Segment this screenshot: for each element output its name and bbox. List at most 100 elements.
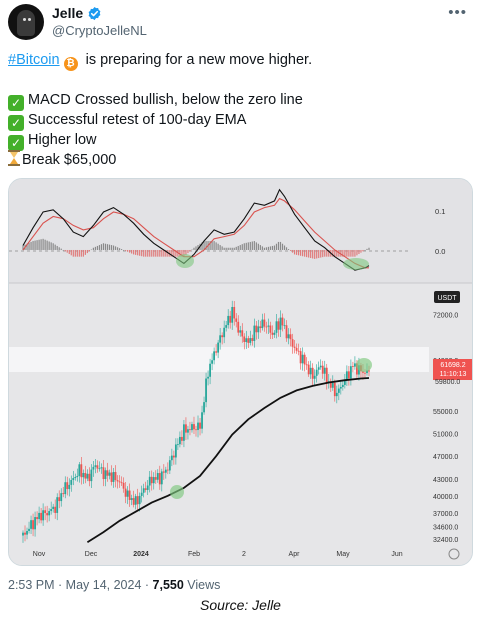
histogram-bar [163,249,165,257]
bitcoin-chart: 0.1 0.0 USDT 72000.064000.055000.051000.… [9,179,472,565]
candle-body [368,370,370,372]
histogram-bar [185,249,187,255]
histogram-bar [368,247,370,250]
histogram-bar [253,241,255,250]
candle-body [267,325,270,327]
candle-body [341,384,344,387]
candle-body [74,477,77,479]
time-tick-label: Feb [188,551,200,558]
histogram-bar [161,249,163,257]
candle-body [102,467,105,480]
current-price-text: 61698.2 [440,362,465,369]
histogram-bar [98,245,101,250]
histogram-bar [193,247,195,250]
histogram-bar [181,249,183,257]
histogram-bar [279,241,282,250]
blank-line [8,70,473,90]
candle-body [319,365,322,368]
meta-separator: · [141,578,153,592]
candle-body [237,321,240,333]
check-mark-icon: ✓ [8,115,24,131]
candle-body [253,325,256,341]
candle-body [86,473,89,479]
more-options-icon[interactable]: ••• [448,4,467,21]
tweet-date[interactable]: May 14, 2024 [65,578,142,592]
candle-body [168,460,171,471]
histogram-bar [275,243,278,250]
candle-body [179,436,181,445]
avatar[interactable] [8,4,44,40]
candle-body [189,429,191,431]
meta-separator: · [54,578,66,592]
candle-body [275,321,278,333]
histogram-bar [96,245,99,250]
candle-body [263,319,266,327]
higher-low-highlight-1 [170,485,184,499]
histogram-bar [114,246,117,250]
candle-body [329,381,332,388]
histogram-bar [122,249,125,251]
author-handle[interactable]: @CryptoJelleNL [52,23,147,38]
author-display-name[interactable]: Jelle [52,5,84,21]
candle-body [271,332,274,335]
histogram-bar [58,247,60,250]
candle-body [299,351,302,364]
source-caption: Source: Jelle [200,597,281,613]
candle-body [215,351,218,353]
candle-body [245,338,248,343]
candle-body [158,473,161,485]
candle-body [170,455,173,461]
candle-body [325,367,328,383]
candle-body [118,481,121,483]
histogram-bar [215,242,217,250]
candle-body [239,330,242,333]
histogram-bar [78,249,80,257]
price-tick-label: 34600.0 [433,524,458,531]
candle-body [193,424,195,430]
candle-body [195,429,197,431]
price-tick-label: 37000.0 [433,511,458,518]
macd-line [22,188,370,271]
histogram-bar [86,249,88,254]
usdt-badge[interactable] [434,291,460,303]
histogram-bar [314,249,316,259]
histogram-bar [255,242,257,250]
histogram-bar [60,248,62,250]
candle-body [223,327,226,338]
histogram-bar [247,242,249,250]
candle-body [72,478,75,480]
candle-body [201,412,203,429]
histogram-bar [245,242,247,250]
candle-body [24,532,26,535]
candle-body [273,332,276,335]
candle-body [203,402,205,413]
bitcoin-hashtag-link[interactable]: #Bitcoin [8,52,60,68]
candle-body [191,424,193,431]
histogram-bar [56,245,58,250]
candle-body [132,498,135,505]
candle-body [138,495,141,505]
candle-body [197,422,199,431]
chart-image[interactable]: 0.1 0.0 USDT 72000.064000.055000.051000.… [8,178,473,566]
histogram-bar [231,247,233,250]
candle-body [277,321,280,330]
histogram-bar [102,243,105,250]
histogram-bar [277,241,280,250]
candle-body [225,325,228,328]
tweet-line-1-text: is preparing for a new move higher. [81,52,313,68]
bullet-3: ✓ Higher low [8,130,473,151]
candle-body [60,493,63,502]
views-count: 7,550 [152,578,184,592]
candle-body [140,492,143,496]
chart-settings-icon[interactable] [448,548,460,560]
candle-body [352,366,354,367]
macd-level-01: 0.1 [435,207,445,216]
histogram-bar [340,249,342,257]
histogram-bar [173,249,175,257]
histogram-bar [328,249,330,257]
histogram-bar [110,245,113,250]
tweet-time[interactable]: 2:53 PM [8,578,55,592]
candle-body [281,317,284,326]
histogram-bar [179,249,181,257]
verified-badge-icon [88,6,101,20]
